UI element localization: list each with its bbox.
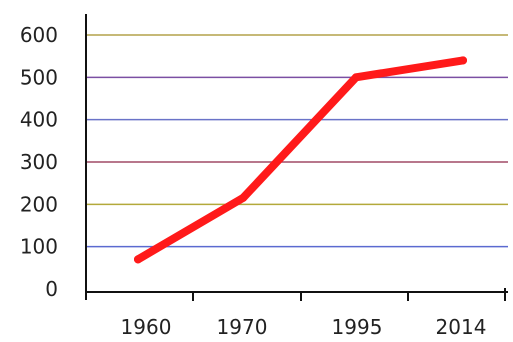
y-tick-labels: 0 100 200 300 400 500 600 xyxy=(20,23,58,301)
data-point-1960 xyxy=(134,255,142,264)
series-line-1 xyxy=(134,56,467,264)
data-point-1970 xyxy=(239,193,247,202)
series-layer xyxy=(134,56,467,264)
x-tick-label-1970: 1970 xyxy=(217,315,268,339)
x-tick-label-1960: 1960 xyxy=(121,315,172,339)
y-tick-label-200: 200 xyxy=(20,192,58,216)
y-tick-label-100: 100 xyxy=(20,235,58,259)
x-tick-label-1995: 1995 xyxy=(332,315,383,339)
x-tick-marks xyxy=(192,288,506,301)
y-tick-label-0: 0 xyxy=(45,277,58,301)
y-tick-label-400: 400 xyxy=(20,108,58,132)
x-axis: 1960 1970 1995 2014 xyxy=(86,288,508,339)
x-tick-labels: 1960 1970 1995 2014 xyxy=(121,315,487,339)
y-tick-label-600: 600 xyxy=(20,23,58,47)
data-point-1995 xyxy=(352,73,360,82)
grid-lines xyxy=(86,34,508,248)
data-point-2014 xyxy=(459,56,467,65)
y-tick-label-300: 300 xyxy=(20,150,58,174)
x-tick-label-2014: 2014 xyxy=(436,315,487,339)
y-tick-label-500: 500 xyxy=(20,65,58,89)
y-axis: 0 100 200 300 400 500 600 xyxy=(20,14,87,301)
